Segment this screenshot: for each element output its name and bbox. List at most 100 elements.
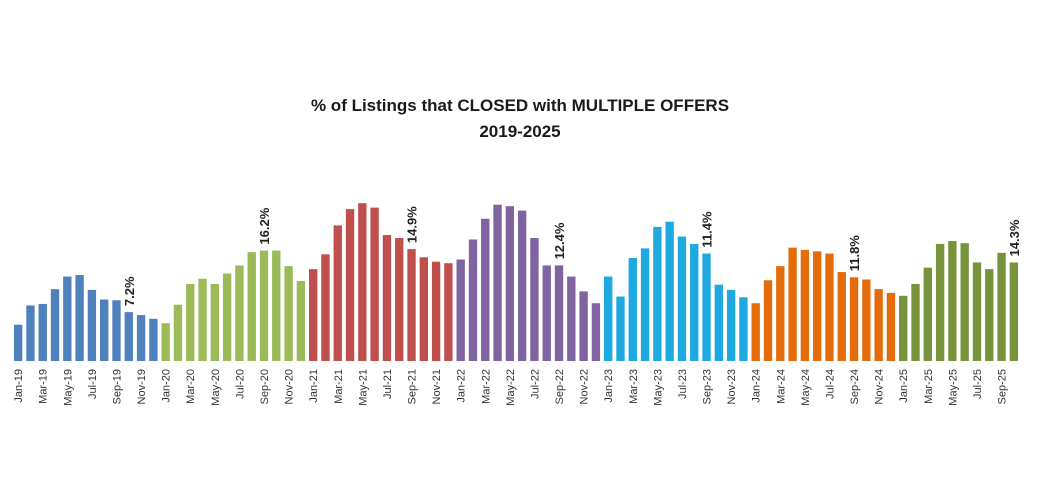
bar-nov-24 bbox=[874, 289, 883, 361]
x-tick-jul-21: Jul-21 bbox=[382, 369, 394, 399]
bars bbox=[13, 203, 1019, 361]
bar-jan-23 bbox=[604, 276, 613, 361]
bar-aug-20 bbox=[247, 252, 256, 361]
bar-feb-20 bbox=[173, 304, 183, 361]
x-tick-may-23: May-23 bbox=[652, 369, 664, 406]
bar-mar-23 bbox=[628, 258, 637, 361]
x-tick-sep-22: Sep-22 bbox=[554, 369, 566, 404]
x-tick-may-25: May-25 bbox=[947, 369, 959, 406]
bar-dec-24 bbox=[886, 292, 896, 361]
bar-nov-20 bbox=[284, 266, 293, 361]
x-tick-nov-21: Nov-21 bbox=[431, 369, 443, 404]
bar-jan-20 bbox=[161, 323, 170, 361]
bar-feb-23 bbox=[616, 296, 625, 361]
x-tick-nov-19: Nov-19 bbox=[136, 369, 148, 404]
x-tick-sep-19: Sep-19 bbox=[111, 369, 123, 404]
x-tick-mar-22: Mar-22 bbox=[480, 369, 492, 404]
bar-dec-23 bbox=[739, 297, 748, 361]
x-tick-nov-23: Nov-23 bbox=[726, 369, 738, 404]
bar-jul-19 bbox=[87, 289, 97, 361]
bar-jan-25 bbox=[899, 295, 908, 361]
x-tick-jan-21: Jan-21 bbox=[308, 369, 320, 403]
bar-jul-25 bbox=[972, 262, 982, 361]
bar-jun-21 bbox=[370, 207, 379, 361]
x-tick-jul-19: Jul-19 bbox=[87, 369, 99, 399]
x-tick-jul-20: Jul-20 bbox=[234, 369, 246, 399]
x-tick-jul-25: Jul-25 bbox=[972, 369, 984, 399]
bar-jun-25 bbox=[960, 243, 969, 361]
bar-sep-24 bbox=[849, 277, 859, 361]
bar-nov-22 bbox=[579, 291, 588, 361]
bar-jun-24 bbox=[812, 251, 822, 361]
bar-nov-21 bbox=[431, 261, 441, 361]
x-tick-jan-23: Jan-23 bbox=[603, 369, 615, 403]
bar-jan-19 bbox=[13, 324, 23, 361]
bar-oct-23 bbox=[714, 284, 724, 361]
bar-may-23 bbox=[653, 226, 662, 361]
bar-jun-19 bbox=[75, 275, 84, 361]
bar-aug-21 bbox=[395, 238, 404, 361]
x-tick-mar-20: Mar-20 bbox=[185, 369, 197, 404]
x-tick-sep-25: Sep-25 bbox=[997, 369, 1009, 404]
x-tick-mar-24: Mar-24 bbox=[775, 369, 787, 404]
x-tick-sep-24: Sep-24 bbox=[849, 369, 861, 404]
bar-feb-21 bbox=[321, 254, 330, 361]
bar-dec-20 bbox=[296, 280, 306, 361]
x-tick-mar-25: Mar-25 bbox=[923, 369, 935, 404]
bar-mar-20 bbox=[186, 283, 195, 361]
bar-jul-21 bbox=[382, 235, 392, 361]
bar-dec-21 bbox=[444, 263, 453, 361]
bar-jul-20 bbox=[235, 265, 244, 361]
x-tick-mar-23: Mar-23 bbox=[628, 369, 640, 404]
data-label-sep-23: 11.4% bbox=[700, 211, 715, 248]
bar-apr-23 bbox=[640, 248, 650, 361]
x-tick-nov-24: Nov-24 bbox=[874, 369, 886, 404]
x-tick-jul-22: Jul-22 bbox=[529, 369, 541, 399]
x-tick-may-19: May-19 bbox=[62, 369, 74, 406]
x-tick-mar-21: Mar-21 bbox=[333, 369, 345, 404]
bar-jan-21 bbox=[308, 269, 318, 361]
data-label-sep-24: 11.8% bbox=[847, 235, 862, 272]
bar-oct-22 bbox=[567, 276, 576, 361]
bar-aug-25 bbox=[985, 269, 994, 361]
x-tick-may-24: May-24 bbox=[800, 369, 812, 406]
bar-jan-22 bbox=[456, 259, 465, 361]
bar-nov-23 bbox=[726, 289, 736, 361]
bar-may-25 bbox=[948, 240, 957, 361]
x-tick-jan-22: Jan-22 bbox=[456, 369, 468, 403]
chart-subtitle: 2019-2025 bbox=[479, 122, 561, 141]
bar-jun-22 bbox=[517, 210, 527, 361]
bar-jul-24 bbox=[825, 253, 834, 361]
bar-feb-25 bbox=[911, 283, 920, 361]
bar-may-21 bbox=[358, 203, 367, 361]
bar-apr-24 bbox=[788, 247, 797, 361]
bar-apr-22 bbox=[493, 204, 502, 361]
bar-feb-24 bbox=[763, 280, 773, 361]
bar-sep-23 bbox=[702, 253, 711, 361]
bar-sep-21 bbox=[407, 249, 416, 361]
x-tick-labels: Jan-19 Mar-19 May-19 Jul-19 Sep-19 Nov-19 Jan-… bbox=[13, 369, 1008, 406]
x-tick-mar-19: Mar-19 bbox=[38, 369, 50, 404]
x-tick-sep-21: Sep-21 bbox=[407, 369, 419, 404]
x-tick-may-21: May-21 bbox=[357, 369, 369, 406]
x-tick-jan-19: Jan-19 bbox=[13, 369, 25, 403]
x-tick-sep-23: Sep-23 bbox=[702, 369, 714, 404]
bar-feb-19 bbox=[26, 305, 35, 361]
x-tick-may-20: May-20 bbox=[210, 369, 222, 406]
bar-jan-24 bbox=[751, 303, 760, 361]
x-tick-jan-25: Jan-25 bbox=[898, 369, 910, 403]
data-labels: 7.2% 16.2% 14.9% 12.4% 11.4% 11.8% 14.3% bbox=[122, 206, 1022, 306]
x-tick-nov-20: Nov-20 bbox=[284, 369, 296, 404]
x-tick-jan-20: Jan-20 bbox=[161, 369, 173, 403]
bar-may-24 bbox=[800, 249, 810, 361]
bar-oct-21 bbox=[419, 257, 428, 361]
x-tick-jul-23: Jul-23 bbox=[677, 369, 689, 399]
bar-aug-19 bbox=[100, 299, 109, 361]
bar-jun-20 bbox=[222, 273, 232, 361]
bar-jul-22 bbox=[530, 238, 539, 361]
bar-apr-21 bbox=[345, 209, 355, 361]
bar-jun-23 bbox=[665, 221, 674, 361]
bar-may-22 bbox=[505, 206, 515, 361]
